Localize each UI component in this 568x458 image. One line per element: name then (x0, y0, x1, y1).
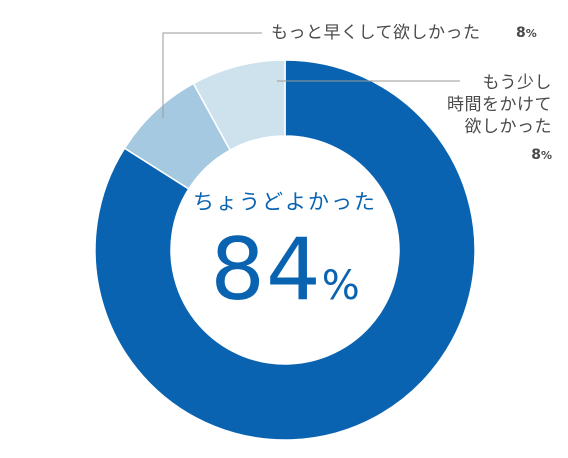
label-more-line-3: 欲しかった (464, 117, 552, 137)
label-more-line-2: 時間をかけて (447, 95, 552, 115)
percent-more: 8% (531, 147, 552, 163)
label-early: もっと早くして欲しかった (271, 23, 481, 43)
label-more-line-1: もう少し (482, 73, 552, 93)
center-percent-value: 84 (210, 220, 322, 320)
center-percent: 84% (175, 220, 395, 320)
percent-early-value: 8 (516, 25, 526, 41)
percent-early: 8% (516, 25, 537, 41)
leader-line-early (162, 32, 262, 118)
label-more: もう少し 時間をかけて 欲しかった (447, 72, 552, 138)
leader-lines (162, 32, 460, 118)
percent-early-unit: % (525, 27, 537, 40)
slice-faster (192, 59, 286, 152)
center-percent-unit: % (321, 263, 360, 309)
donut-slices (94, 59, 476, 441)
center-label: ちょうどよかった (193, 190, 377, 214)
percent-more-unit: % (540, 149, 552, 162)
percent-more-value: 8 (531, 147, 541, 163)
slice-just-right (94, 59, 476, 441)
